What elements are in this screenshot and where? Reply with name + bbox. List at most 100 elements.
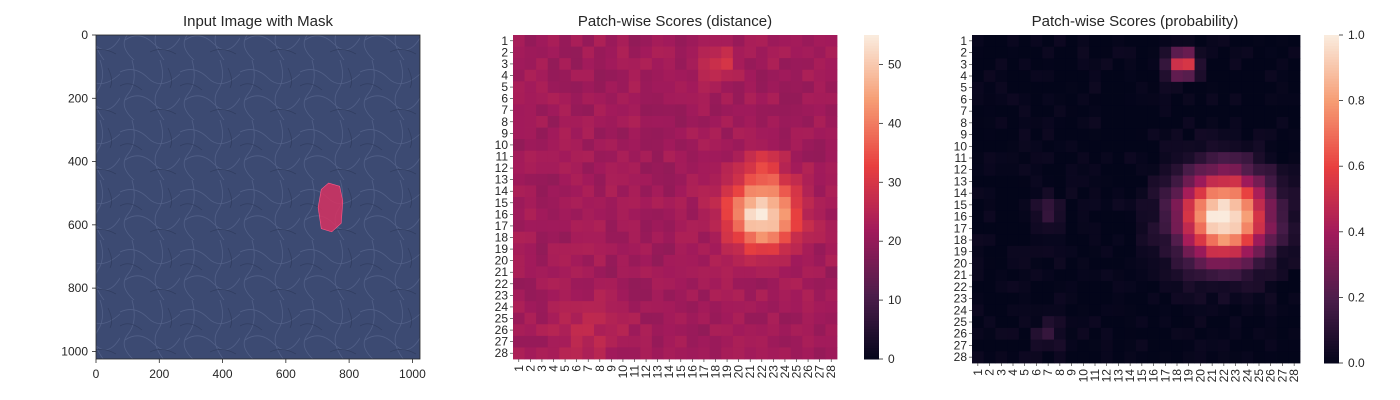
colorbar-segment [1324,86,1339,91]
colorbar-segment [864,161,879,166]
row-label: 23 [495,288,509,302]
heatmap-cell [686,46,699,59]
heatmap-cell [686,35,699,47]
heatmap-cell [1264,46,1277,59]
colorbar-segment [864,43,879,47]
heatmap-cell [1147,245,1160,258]
heatmap-cell [1124,93,1137,106]
colorbar-segment [864,342,879,346]
heatmap-cell [1112,339,1125,352]
heatmap-cell [1089,245,1102,258]
col-label: 7 [581,365,595,372]
heatmap-cell [698,116,711,128]
heatmap-cell [732,104,745,117]
colorbar-segment [864,253,879,257]
heatmap-cell [651,208,664,221]
heatmap-cell [1159,316,1172,329]
heatmap-cell [594,335,606,348]
heatmap-cell [1124,58,1137,71]
heatmap-cell [640,301,653,314]
heatmap-cell [570,173,583,186]
heatmap-cell [995,163,1008,176]
heatmap-cell [605,312,618,325]
heatmap-cell [594,35,606,47]
heatmap-cell [983,117,996,130]
heatmap-cell [767,92,780,105]
col-label: 5 [1018,369,1032,376]
heatmap-cell [1030,70,1043,83]
heatmap-cell [1276,257,1289,270]
heatmap-cell [756,266,768,279]
heatmap-cell [709,46,722,59]
col-label: 22 [1217,369,1231,383]
row-label: 26 [954,327,968,341]
col-label: 6 [1029,369,1043,376]
heatmap-cell [1229,81,1242,94]
heatmap-cell [813,116,826,128]
colorbar-segment [864,337,879,341]
heatmap-cell [779,289,792,302]
heatmap-cell [1171,327,1184,340]
colorbar-segment [864,124,879,128]
heatmap-cell [825,139,838,152]
heatmap-cell [524,208,537,221]
heatmap-cell [1206,58,1219,71]
heatmap-cell [744,220,757,233]
heatmap-cell [790,162,803,175]
colorbar-segment [864,278,879,282]
heatmap-cell [1136,163,1149,176]
heatmap-cell [1089,281,1102,294]
heatmap-cell [1171,128,1184,141]
heatmap-cell [582,289,595,302]
heatmap-cell [1147,105,1160,118]
heatmap-cell [767,150,780,163]
heatmap-cell [1136,210,1149,223]
col-label: 16 [1147,369,1161,383]
heatmap-cell [1065,187,1078,200]
heatmap-cell [1054,105,1067,118]
heatmap-cell [547,254,560,267]
heatmap-cell [663,185,676,198]
col-label: 3 [535,365,549,372]
heatmap-cell [1065,234,1078,247]
heatmap-cell [813,69,826,82]
heatmap-cell [1077,269,1090,282]
heatmap-cell [663,46,676,59]
heatmap-cell [1218,210,1231,223]
heatmap-cell [1194,234,1207,247]
colorbar-segment [864,267,879,271]
heatmap-cell [995,175,1008,188]
heatmap-cell [1065,269,1078,282]
heatmap-cell [1147,128,1160,141]
heatmap-cell [513,173,525,186]
heatmap-cell [825,347,838,360]
row-label: 10 [954,139,968,153]
heatmap-cell [813,104,826,117]
heatmap-cell [1229,257,1242,270]
heatmap-cell [594,220,606,233]
row-label: 23 [954,292,968,306]
heatmap-cell [1171,210,1184,223]
colorbar-segment [864,264,879,268]
heatmap-cell [1206,269,1219,282]
heatmap-cell [1159,46,1172,59]
heatmap-cell [1229,269,1242,282]
heatmap-cell [813,301,826,314]
heatmap-cell [1124,163,1137,176]
heatmap-cell [536,335,549,348]
heatmap-cell [547,324,560,337]
heatmap-cell [536,46,549,59]
row-label: 10 [495,138,509,152]
heatmap-cell [1288,269,1301,282]
col-label: 12 [1100,369,1114,383]
heatmap-cell [1065,175,1078,188]
heatmap-cell [651,58,664,71]
heatmap-cell [1218,281,1231,294]
heatmap-cell [513,254,525,267]
heatmap-cell [972,105,985,118]
heatmap-cell [790,289,803,302]
heatmap-cell [709,116,722,128]
heatmap-cell [709,185,722,198]
heatmap-cell [709,162,722,175]
colorbar-segment [864,348,879,352]
